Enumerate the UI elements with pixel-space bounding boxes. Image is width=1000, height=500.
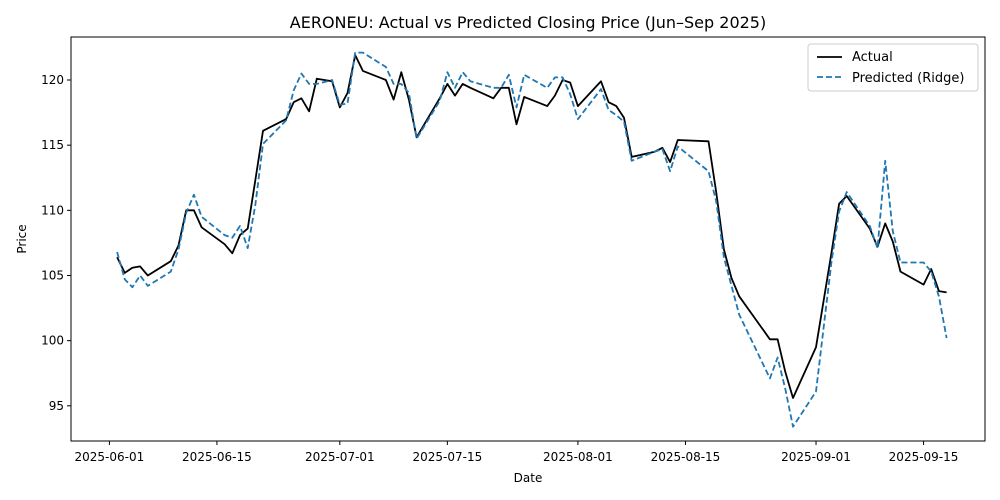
x-tick-label: 2025-07-01 bbox=[305, 450, 375, 464]
x-tick-label: 2025-08-15 bbox=[651, 450, 721, 464]
y-tick-label: 100 bbox=[41, 334, 64, 348]
y-axis-title: Price bbox=[15, 224, 29, 253]
x-tick-label: 2025-08-01 bbox=[543, 450, 613, 464]
chart-title: AERONEU: Actual vs Predicted Closing Pri… bbox=[290, 13, 766, 32]
series-line-actual bbox=[116, 54, 947, 399]
x-axis-title: Date bbox=[514, 471, 543, 485]
legend-label-actual: Actual bbox=[852, 50, 893, 65]
x-tick-label: 2025-09-01 bbox=[781, 450, 851, 464]
y-axis: 95 100 105 110 115 120 bbox=[41, 73, 71, 413]
legend: Actual Predicted (Ridge) bbox=[807, 43, 979, 92]
y-tick-label: 120 bbox=[41, 73, 64, 87]
x-axis: 2025-06-01 2025-06-15 2025-07-01 2025-07-15… bbox=[75, 441, 959, 464]
y-tick-label: 95 bbox=[49, 399, 64, 413]
series-line-predicted bbox=[116, 51, 948, 428]
x-tick-label: 2025-09-15 bbox=[889, 450, 959, 464]
x-tick-label: 2025-06-01 bbox=[75, 450, 145, 464]
y-tick-label: 105 bbox=[41, 268, 64, 282]
legend-box bbox=[807, 43, 979, 92]
plot-frame bbox=[70, 36, 986, 442]
legend-label-predicted: Predicted (Ridge) bbox=[852, 71, 964, 86]
y-tick-label: 110 bbox=[41, 203, 64, 217]
x-tick-label: 2025-07-15 bbox=[412, 450, 482, 464]
plot-area bbox=[116, 51, 948, 428]
y-tick-label: 115 bbox=[41, 138, 64, 152]
x-tick-label: 2025-06-15 bbox=[182, 450, 252, 464]
